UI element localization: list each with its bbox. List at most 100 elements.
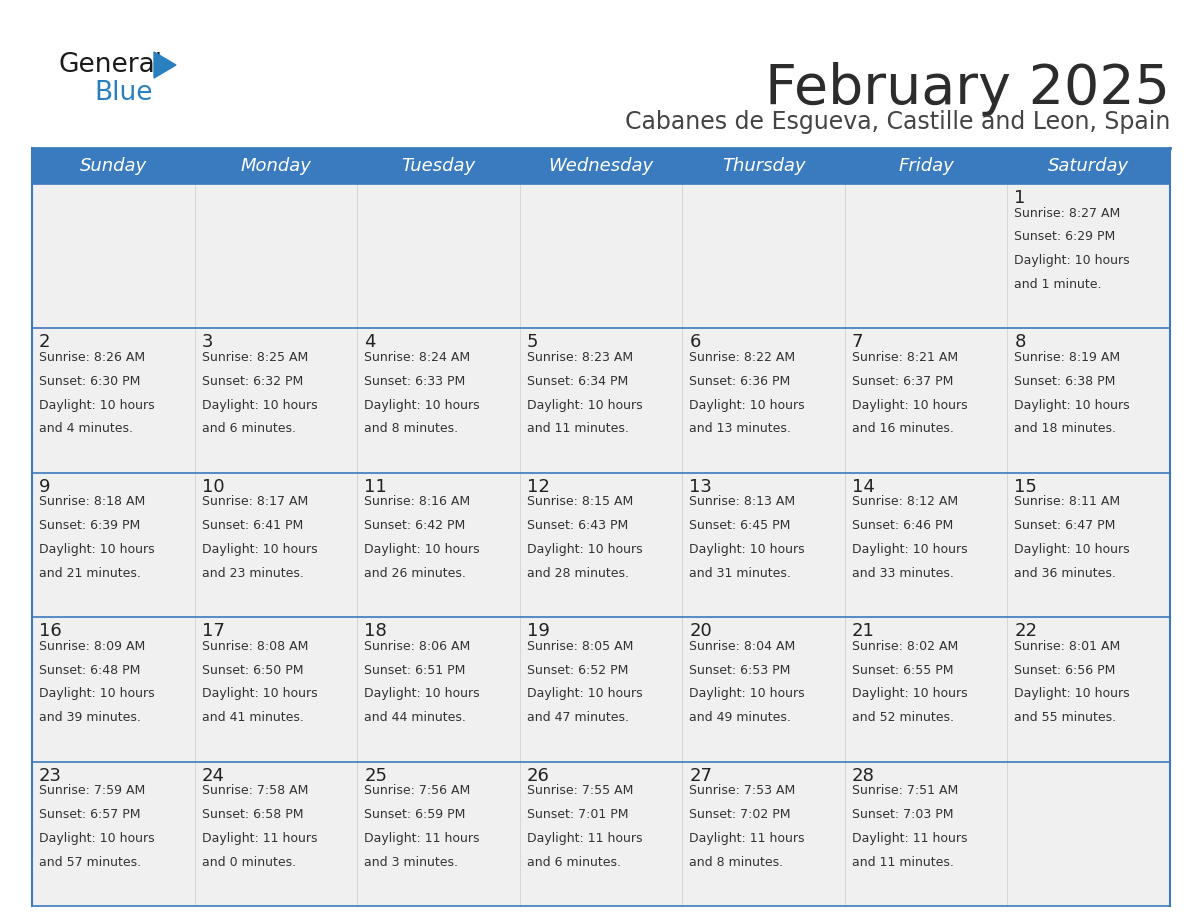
Text: Daylight: 11 hours: Daylight: 11 hours xyxy=(852,832,967,845)
Text: and 36 minutes.: and 36 minutes. xyxy=(1015,566,1117,580)
Text: Daylight: 10 hours: Daylight: 10 hours xyxy=(365,398,480,411)
Text: Sunset: 6:57 PM: Sunset: 6:57 PM xyxy=(39,808,140,821)
Text: Daylight: 11 hours: Daylight: 11 hours xyxy=(202,832,317,845)
Text: 25: 25 xyxy=(365,767,387,785)
Text: Sunrise: 8:12 AM: Sunrise: 8:12 AM xyxy=(852,496,958,509)
Text: Sunset: 6:50 PM: Sunset: 6:50 PM xyxy=(202,664,303,677)
Bar xyxy=(1007,762,1170,906)
Text: and 57 minutes.: and 57 minutes. xyxy=(39,856,141,868)
Text: Sunset: 6:39 PM: Sunset: 6:39 PM xyxy=(39,520,140,532)
Text: Sunrise: 8:22 AM: Sunrise: 8:22 AM xyxy=(689,351,796,364)
Text: Sunset: 6:53 PM: Sunset: 6:53 PM xyxy=(689,664,791,677)
Text: and 0 minutes.: and 0 minutes. xyxy=(202,856,296,868)
Text: Sunset: 6:46 PM: Sunset: 6:46 PM xyxy=(852,520,953,532)
Text: and 1 minute.: and 1 minute. xyxy=(1015,278,1102,291)
Bar xyxy=(1007,184,1170,329)
Bar xyxy=(682,148,845,184)
Bar xyxy=(358,473,519,617)
Polygon shape xyxy=(154,52,176,78)
Text: Sunrise: 8:17 AM: Sunrise: 8:17 AM xyxy=(202,496,308,509)
Text: Cabanes de Esgueva, Castille and Leon, Spain: Cabanes de Esgueva, Castille and Leon, S… xyxy=(625,110,1170,134)
Text: Wednesday: Wednesday xyxy=(549,157,653,175)
Text: and 8 minutes.: and 8 minutes. xyxy=(689,856,783,868)
Bar xyxy=(195,148,358,184)
Bar xyxy=(32,184,195,329)
Text: 24: 24 xyxy=(202,767,225,785)
Text: Sunrise: 7:55 AM: Sunrise: 7:55 AM xyxy=(526,784,633,797)
Text: Sunset: 7:01 PM: Sunset: 7:01 PM xyxy=(526,808,628,821)
Text: and 23 minutes.: and 23 minutes. xyxy=(202,566,303,580)
Text: Sunrise: 8:06 AM: Sunrise: 8:06 AM xyxy=(365,640,470,653)
Bar xyxy=(845,473,1007,617)
Text: 19: 19 xyxy=(526,622,550,640)
Bar xyxy=(195,329,358,473)
Text: Sunset: 6:33 PM: Sunset: 6:33 PM xyxy=(365,375,466,387)
Text: Blue: Blue xyxy=(94,80,152,106)
Text: 6: 6 xyxy=(689,333,701,352)
Text: and 44 minutes.: and 44 minutes. xyxy=(365,711,466,724)
Text: Sunset: 6:32 PM: Sunset: 6:32 PM xyxy=(202,375,303,387)
Text: 21: 21 xyxy=(852,622,874,640)
Text: Monday: Monday xyxy=(240,157,311,175)
Bar xyxy=(519,329,682,473)
Text: Sunset: 6:34 PM: Sunset: 6:34 PM xyxy=(526,375,628,387)
Bar xyxy=(1007,329,1170,473)
Text: Tuesday: Tuesday xyxy=(402,157,475,175)
Text: Daylight: 10 hours: Daylight: 10 hours xyxy=(1015,398,1130,411)
Text: Sunrise: 8:25 AM: Sunrise: 8:25 AM xyxy=(202,351,308,364)
Text: Sunrise: 7:53 AM: Sunrise: 7:53 AM xyxy=(689,784,796,797)
Text: and 26 minutes.: and 26 minutes. xyxy=(365,566,466,580)
Bar xyxy=(32,329,195,473)
Text: Daylight: 10 hours: Daylight: 10 hours xyxy=(365,688,480,700)
Text: Sunrise: 7:59 AM: Sunrise: 7:59 AM xyxy=(39,784,145,797)
Text: Sunrise: 8:23 AM: Sunrise: 8:23 AM xyxy=(526,351,633,364)
Text: 3: 3 xyxy=(202,333,213,352)
Text: and 55 minutes.: and 55 minutes. xyxy=(1015,711,1117,724)
Text: Sunrise: 8:15 AM: Sunrise: 8:15 AM xyxy=(526,496,633,509)
Text: Daylight: 10 hours: Daylight: 10 hours xyxy=(526,543,643,556)
Text: General: General xyxy=(58,52,162,78)
Text: and 3 minutes.: and 3 minutes. xyxy=(365,856,459,868)
Text: and 33 minutes.: and 33 minutes. xyxy=(852,566,954,580)
Bar xyxy=(519,473,682,617)
Text: 13: 13 xyxy=(689,477,712,496)
Text: Sunset: 6:48 PM: Sunset: 6:48 PM xyxy=(39,664,140,677)
Text: Sunset: 6:41 PM: Sunset: 6:41 PM xyxy=(202,520,303,532)
Text: and 6 minutes.: and 6 minutes. xyxy=(526,856,620,868)
Text: Daylight: 10 hours: Daylight: 10 hours xyxy=(689,543,805,556)
Text: Sunset: 6:37 PM: Sunset: 6:37 PM xyxy=(852,375,953,387)
Text: Sunrise: 8:19 AM: Sunrise: 8:19 AM xyxy=(1015,351,1120,364)
Text: Sunrise: 8:01 AM: Sunrise: 8:01 AM xyxy=(1015,640,1120,653)
Text: 17: 17 xyxy=(202,622,225,640)
Text: Thursday: Thursday xyxy=(722,157,805,175)
Text: Sunset: 6:59 PM: Sunset: 6:59 PM xyxy=(365,808,466,821)
Text: and 21 minutes.: and 21 minutes. xyxy=(39,566,141,580)
Text: Sunset: 6:47 PM: Sunset: 6:47 PM xyxy=(1015,520,1116,532)
Text: Daylight: 10 hours: Daylight: 10 hours xyxy=(202,688,317,700)
Text: 22: 22 xyxy=(1015,622,1037,640)
Text: and 31 minutes.: and 31 minutes. xyxy=(689,566,791,580)
Bar xyxy=(358,148,519,184)
Text: Daylight: 11 hours: Daylight: 11 hours xyxy=(365,832,480,845)
Text: Sunrise: 8:27 AM: Sunrise: 8:27 AM xyxy=(1015,207,1120,219)
Text: Daylight: 10 hours: Daylight: 10 hours xyxy=(1015,688,1130,700)
Bar xyxy=(32,617,195,762)
Text: Sunrise: 7:58 AM: Sunrise: 7:58 AM xyxy=(202,784,308,797)
Text: 20: 20 xyxy=(689,622,712,640)
Bar xyxy=(845,148,1007,184)
Text: Daylight: 10 hours: Daylight: 10 hours xyxy=(689,688,805,700)
Text: Sunset: 6:42 PM: Sunset: 6:42 PM xyxy=(365,520,466,532)
Text: Sunrise: 8:11 AM: Sunrise: 8:11 AM xyxy=(1015,496,1120,509)
Text: Sunrise: 8:09 AM: Sunrise: 8:09 AM xyxy=(39,640,145,653)
Bar xyxy=(519,762,682,906)
Text: and 52 minutes.: and 52 minutes. xyxy=(852,711,954,724)
Bar xyxy=(195,762,358,906)
Text: Daylight: 10 hours: Daylight: 10 hours xyxy=(39,543,154,556)
Text: and 39 minutes.: and 39 minutes. xyxy=(39,711,141,724)
Text: Sunrise: 8:02 AM: Sunrise: 8:02 AM xyxy=(852,640,958,653)
Text: Friday: Friday xyxy=(898,157,954,175)
Text: and 18 minutes.: and 18 minutes. xyxy=(1015,422,1117,435)
Text: Sunset: 7:03 PM: Sunset: 7:03 PM xyxy=(852,808,953,821)
Bar xyxy=(195,473,358,617)
Text: and 11 minutes.: and 11 minutes. xyxy=(852,856,954,868)
